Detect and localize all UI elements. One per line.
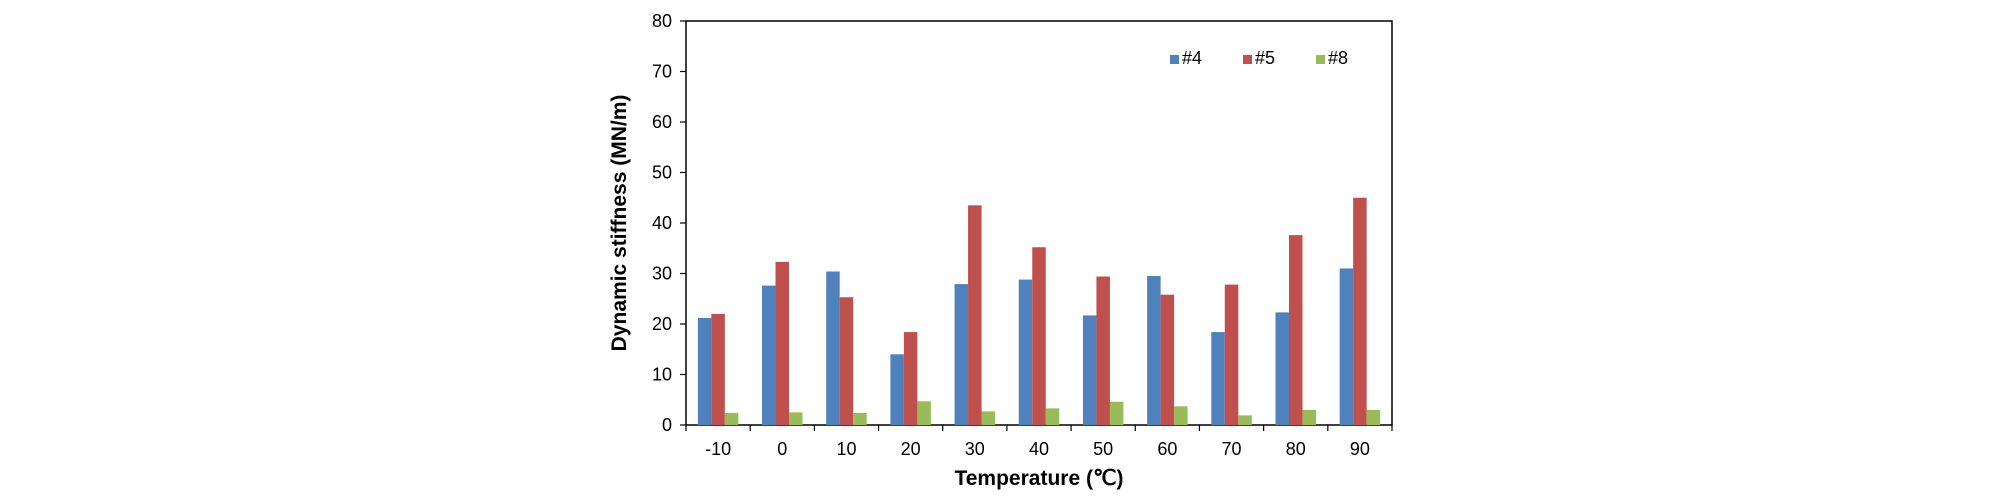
bar-series-8-90	[1366, 409, 1381, 425]
y-tick-label: 60	[652, 112, 672, 132]
legend-swatch-series-8	[1316, 55, 1325, 64]
bar-series-8--10	[724, 412, 739, 425]
legend-label-series-8: #8	[1328, 48, 1348, 68]
bars-group	[697, 197, 1381, 426]
bar-series-4-50	[1082, 315, 1097, 425]
bar-series-4-60	[1147, 276, 1161, 425]
x-tick-label: 70	[1222, 439, 1242, 459]
y-tick-label: 30	[652, 264, 672, 284]
x-axis-title: Temperature (℃)	[954, 467, 1123, 490]
x-tick-label: 0	[777, 439, 787, 459]
x-axis-ticks: -10 0 10 20 30 40 50 60 70 80 90	[685, 425, 1393, 459]
bar-series-8-30	[981, 411, 996, 425]
y-tick-label: 70	[652, 62, 672, 82]
legend-swatch-series-4	[1170, 55, 1179, 64]
bar-series-8-0	[789, 412, 803, 426]
bar-series-4-30	[954, 284, 969, 425]
legend-swatch-series-5	[1243, 55, 1252, 64]
y-axis-title: Dynamic stiffness (MN/m)	[608, 95, 631, 352]
bar-series-8-80	[1302, 409, 1316, 425]
y-tick-label: 80	[652, 11, 672, 31]
bar-series-4-20	[890, 354, 904, 425]
x-tick-label: 30	[965, 439, 985, 459]
x-tick-label: 90	[1350, 439, 1370, 459]
bar-series-4-40	[1018, 279, 1033, 425]
y-tick-label: 20	[652, 314, 672, 334]
legend: #4 #5 #8	[1170, 48, 1348, 68]
y-axis-ticks: 0 10 20 30 40 50 60 70 80	[652, 11, 686, 435]
x-tick-label: 80	[1286, 439, 1306, 459]
bar-series-5--10	[711, 313, 725, 425]
y-tick-label: 0	[662, 415, 672, 435]
bar-series-4-70	[1211, 332, 1225, 425]
bar-series-5-80	[1288, 235, 1303, 425]
legend-label-series-5: #5	[1255, 48, 1275, 68]
y-tick-label: 40	[652, 213, 672, 233]
bar-series-5-30	[968, 205, 982, 425]
y-tick-label: 50	[652, 163, 672, 183]
x-tick-label: 40	[1029, 439, 1049, 459]
bar-series-5-10	[839, 297, 854, 425]
bar-series-8-20	[917, 401, 931, 425]
bar-series-8-10	[853, 412, 867, 425]
bar-series-8-70	[1238, 415, 1252, 425]
x-tick-label: 50	[1093, 439, 1113, 459]
bar-series-5-0	[775, 261, 790, 425]
bar-series-5-50	[1096, 276, 1110, 425]
bar-series-4-90	[1339, 268, 1354, 425]
bar-series-4-80	[1275, 312, 1289, 425]
x-tick-label: -10	[705, 439, 731, 459]
x-tick-label: 10	[836, 439, 856, 459]
bar-series-5-60	[1160, 294, 1175, 425]
bar-series-4-10	[826, 271, 840, 425]
legend-label-series-4: #4	[1182, 48, 1202, 68]
bar-series-4--10	[697, 317, 712, 425]
bar-series-4-0	[762, 285, 776, 425]
bar-series-8-60	[1174, 406, 1188, 425]
bar-series-8-40	[1045, 408, 1060, 425]
y-tick-label: 10	[652, 365, 672, 385]
bar-series-8-50	[1109, 401, 1124, 425]
bar-series-5-90	[1353, 197, 1367, 425]
x-tick-label: 60	[1157, 439, 1177, 459]
x-tick-label: 20	[901, 439, 921, 459]
bar-series-5-40	[1032, 247, 1046, 425]
bar-series-5-20	[903, 332, 918, 425]
bar-series-5-70	[1224, 284, 1239, 425]
